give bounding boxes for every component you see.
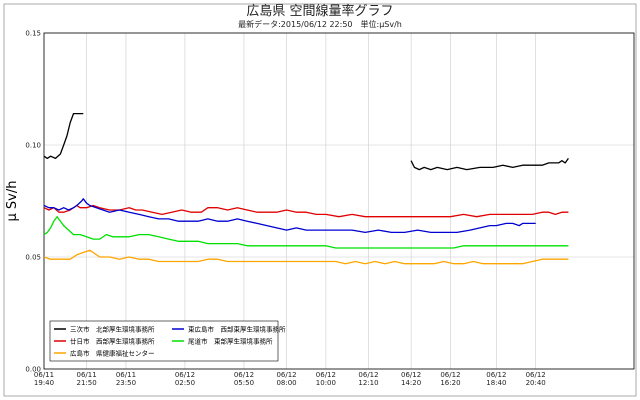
x-tick-time: 18:40: [486, 379, 506, 387]
y-tick-label: 0.00: [25, 366, 41, 374]
series-line-0: [410, 158, 569, 171]
y-tick-label: 0.05: [25, 254, 41, 262]
series-line-1: [43, 204, 569, 218]
legend-box: [49, 320, 279, 362]
x-tick-date: 06/11: [77, 371, 97, 379]
y-axis-label: μ Sv/h: [5, 181, 20, 222]
chart-subtitle: 最新データ:2015/06/12 22:50 単位:μSv/h: [238, 19, 402, 29]
x-axis: 06/1119:4006/1121:5006/1123:5006/1202:50…: [34, 371, 546, 387]
chart-title: 広島県 空間線量率グラフ: [246, 3, 393, 19]
plot-area: [43, 32, 635, 370]
x-tick-time: 23:50: [116, 379, 136, 387]
series-line-3: [43, 198, 536, 234]
series-line-4: [43, 216, 569, 249]
x-tick-date: 06/12: [526, 371, 546, 379]
x-tick-date: 06/12: [175, 371, 195, 379]
x-tick-time: 21:50: [77, 379, 97, 387]
x-tick-time: 02:50: [175, 379, 195, 387]
x-tick-date: 06/12: [358, 371, 378, 379]
legend-label: 広島市 県健康福祉センター: [70, 348, 155, 357]
x-tick-date: 06/12: [440, 371, 460, 379]
series-lines: [43, 112, 569, 265]
x-tick-time: 10:00: [316, 379, 336, 387]
y-tick-label: 0.15: [25, 30, 41, 38]
x-tick-date: 06/12: [486, 371, 506, 379]
legend-label: 東広島市 西部東厚生環境事務所: [188, 324, 286, 333]
x-tick-time: 08:00: [276, 379, 296, 387]
x-tick-date: 06/12: [234, 371, 254, 379]
x-tick-time: 14:20: [401, 379, 421, 387]
x-tick-date: 06/12: [316, 371, 336, 379]
series-line-0: [43, 112, 84, 160]
y-tick-label: 0.10: [25, 142, 41, 150]
series-line-2: [43, 249, 569, 265]
legend-label: 尾道市 東部厚生環境事務所: [188, 336, 273, 345]
x-tick-time: 05:50: [234, 379, 254, 387]
x-tick-date: 06/11: [34, 371, 54, 379]
legend-label: 廿日市 西部厚生環境事務所: [70, 336, 155, 345]
legend-label: 三次市 北部厚生環境事務所: [70, 324, 155, 333]
y-axis: 0.00 0.05 0.10 0.15: [25, 30, 41, 374]
x-tick-time: 12:10: [358, 379, 378, 387]
x-tick-time: 16:20: [440, 379, 460, 387]
x-tick-time: 20:40: [526, 379, 546, 387]
x-tick-time: 19:40: [34, 379, 54, 387]
x-tick-date: 06/11: [116, 371, 136, 379]
x-tick-date: 06/12: [276, 371, 296, 379]
x-tick-date: 06/12: [401, 371, 421, 379]
